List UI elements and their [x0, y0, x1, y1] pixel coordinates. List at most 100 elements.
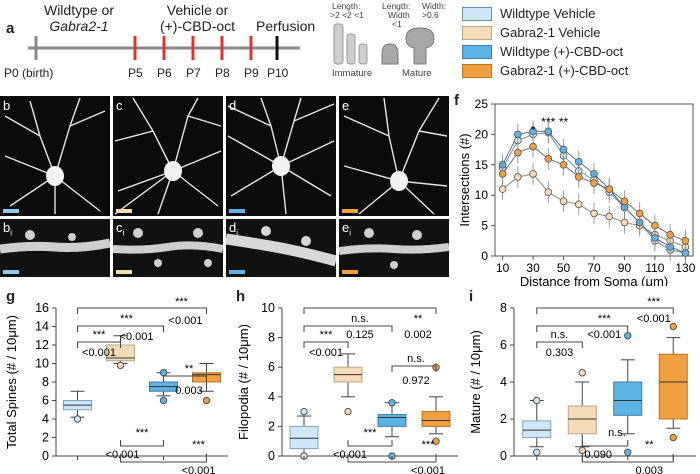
sig-star: *	[531, 123, 536, 137]
p-value: <0.001	[411, 465, 445, 474]
timeline-label-p0: P0 (birth)	[4, 66, 54, 80]
timeline-perfusion-label: Perfusion	[256, 18, 316, 34]
box	[522, 420, 552, 439]
sig-stars: **	[645, 439, 654, 451]
sig-stars: ***	[175, 296, 189, 308]
scalebar	[229, 209, 245, 213]
data-point	[620, 197, 629, 206]
y-tick-label: 6	[42, 394, 49, 408]
y-tick-label: 0	[481, 249, 488, 263]
legend-swatch	[462, 25, 492, 40]
micro-label-b: b	[3, 98, 11, 113]
outlier-point	[116, 361, 125, 370]
data-point	[666, 230, 674, 239]
chart-f: 0 5 10 15 20 25 10 30 50 70 90 110 130 Distance from …	[457, 97, 696, 286]
outlier-point	[73, 415, 82, 423]
y-tick-label: 15	[475, 158, 489, 172]
data-point	[544, 127, 553, 136]
sig-bracket	[120, 440, 164, 447]
sig-stars: n.s.	[407, 353, 425, 365]
sig-bracket	[303, 325, 393, 332]
outlier-point	[388, 399, 396, 407]
legend-item-wt-vehicle: Wildtype Vehicle	[462, 6, 595, 21]
sig-stars: ***	[93, 329, 107, 341]
y-axis-label: Filopodia (# / 10μm)	[236, 324, 251, 440]
data-point	[681, 237, 690, 245]
sig-bracket	[120, 454, 207, 463]
data-point	[498, 185, 507, 193]
scalebar	[229, 270, 245, 274]
sig-stars: **	[185, 363, 194, 375]
data-point	[574, 157, 583, 166]
x-tick-label: 110	[645, 261, 664, 275]
sig-bracket	[347, 440, 393, 447]
data-point	[529, 170, 537, 178]
sig-bracket	[391, 365, 437, 372]
timeline-label-p10: P10	[267, 66, 289, 80]
box	[421, 411, 451, 427]
data-point	[529, 127, 537, 136]
scalebar	[342, 270, 358, 274]
micrograph-b-i	[0, 219, 110, 277]
sig-bracket	[163, 375, 207, 382]
data-point	[544, 188, 553, 196]
p-value: 0.972	[402, 375, 430, 387]
y-axis-label: Mature (# / 10μm)	[468, 330, 483, 434]
y-tick-label: 2	[42, 431, 49, 445]
micrograph-c-i	[113, 219, 223, 277]
sig-bracket	[77, 341, 121, 348]
y-tick-label: 0	[268, 449, 275, 463]
y-tick-label: 10	[261, 301, 275, 315]
spine-mature-label: Mature	[402, 68, 432, 79]
panel-label-g: g	[6, 288, 16, 305]
p-value: <0.001	[82, 347, 116, 359]
legend-swatch	[462, 6, 492, 21]
y-tick-label: 8	[268, 331, 275, 345]
spine-icon-stubby	[381, 43, 399, 65]
box	[567, 405, 597, 435]
p-value: <0.001	[182, 465, 216, 474]
legend-swatch	[462, 63, 492, 78]
timeline-label-p5: P5	[128, 66, 143, 80]
sig-bracket	[77, 325, 164, 332]
y-tick-label: 25	[475, 97, 489, 111]
panel-label-f: f	[454, 92, 459, 109]
legend-item-gabra-vehicle: Gabra2-1 Vehicle	[462, 25, 600, 40]
outlier-point	[533, 448, 541, 457]
box	[289, 425, 319, 450]
data-point	[651, 221, 659, 230]
y-tick-label: 6	[268, 360, 275, 374]
micrograph-d-i	[226, 219, 336, 277]
data-point	[559, 197, 568, 206]
micro-sublabel-d: di	[229, 220, 239, 238]
sig-bracket	[303, 341, 349, 348]
y-tick-label: 10	[475, 188, 489, 202]
data-point	[590, 179, 598, 187]
p-value: <0.001	[333, 449, 367, 461]
outlier-point	[344, 407, 352, 416]
y-tick-label: 14	[35, 320, 49, 334]
outlier-point	[578, 446, 586, 455]
sig-stars: ***	[320, 329, 334, 341]
outlier-point	[533, 396, 541, 405]
sig-bracket	[581, 454, 674, 463]
p-value: <0.001	[169, 315, 203, 327]
y-tick-label: 5	[481, 219, 488, 233]
p-value: <0.001	[309, 347, 343, 359]
p-value: 0.303	[546, 347, 574, 359]
box	[613, 381, 643, 416]
x-tick-label: 30	[526, 261, 540, 275]
box	[658, 353, 688, 420]
data-point	[590, 209, 598, 218]
scalebar	[116, 209, 132, 213]
y-tick-label: 4	[268, 390, 275, 404]
spine-immature-label: Immature	[332, 68, 373, 79]
x-axis-label: Distance from Soma (μm)	[520, 274, 668, 286]
y-tick-label: 8	[42, 375, 49, 389]
sig-stars: ***	[422, 439, 436, 451]
sig-bracket	[536, 307, 674, 314]
micro-label-e: e	[342, 98, 350, 113]
timeline-label-p9: P9	[244, 66, 259, 80]
scalebar	[342, 209, 358, 213]
spine-icon-long	[333, 23, 344, 65]
